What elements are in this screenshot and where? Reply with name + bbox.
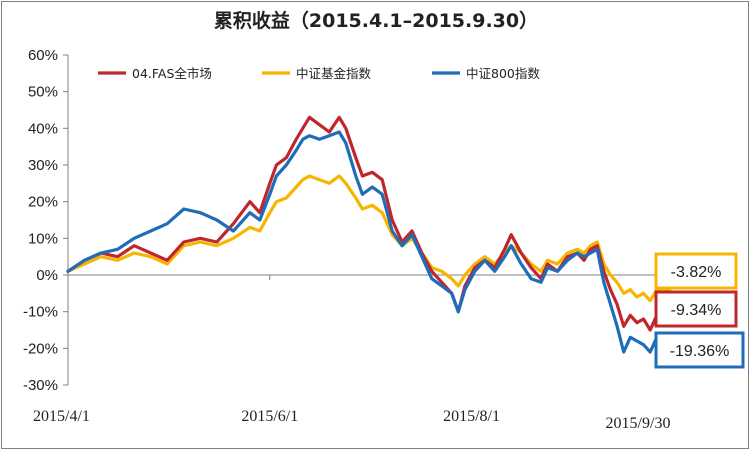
x-tick-label: 2015/6/1 bbox=[241, 408, 298, 425]
chart-axes: 60% 50% 40% 30% 20% 10% 0% -10% -20% -30% 2015/4/1… bbox=[23, 47, 671, 432]
y-tick-label: 40% bbox=[28, 120, 58, 137]
end-label-text-0: -9.34% bbox=[671, 302, 722, 319]
end-label-box-2 bbox=[654, 331, 745, 369]
series-lines bbox=[66, 115, 672, 354]
y-tick-label: -10% bbox=[23, 304, 58, 321]
end-label-box-0 bbox=[654, 290, 738, 328]
y-tick-label: -30% bbox=[23, 377, 58, 394]
x-tick-label: 2015/4/1 bbox=[33, 408, 90, 425]
y-tick-label: 30% bbox=[28, 157, 58, 174]
y-tick-label: 60% bbox=[28, 47, 58, 64]
end-label-text-2: -19.36% bbox=[670, 343, 730, 360]
y-tick-label: 50% bbox=[28, 84, 58, 101]
y-tick-label: 20% bbox=[28, 194, 58, 211]
series-line-2 bbox=[66, 130, 672, 354]
x-tick-label: 2015/9/30 bbox=[606, 415, 671, 432]
end-label-text-1: -3.82% bbox=[671, 264, 722, 281]
chart-title: 累积收益（2015.4.1–2015.9.30） bbox=[213, 10, 539, 32]
legend-label-1: 中证基金指数 bbox=[296, 66, 372, 81]
x-tick-label: 2015/8/1 bbox=[443, 408, 500, 425]
series-line-1 bbox=[66, 174, 672, 303]
series-line-0 bbox=[66, 115, 672, 332]
end-label-box-1 bbox=[654, 252, 738, 290]
y-tick-label: -20% bbox=[23, 340, 58, 357]
y-tick-label: 10% bbox=[28, 230, 58, 247]
y-tick-label: 0% bbox=[36, 267, 58, 284]
legend-label-0: 04.FAS全市场 bbox=[132, 66, 212, 81]
end-value-labels: -3.82% -9.34% -19.36% bbox=[654, 252, 745, 369]
chart-legend: 04.FAS全市场 中证基金指数 中证800指数 bbox=[98, 66, 540, 81]
legend-label-2: 中证800指数 bbox=[466, 66, 540, 81]
